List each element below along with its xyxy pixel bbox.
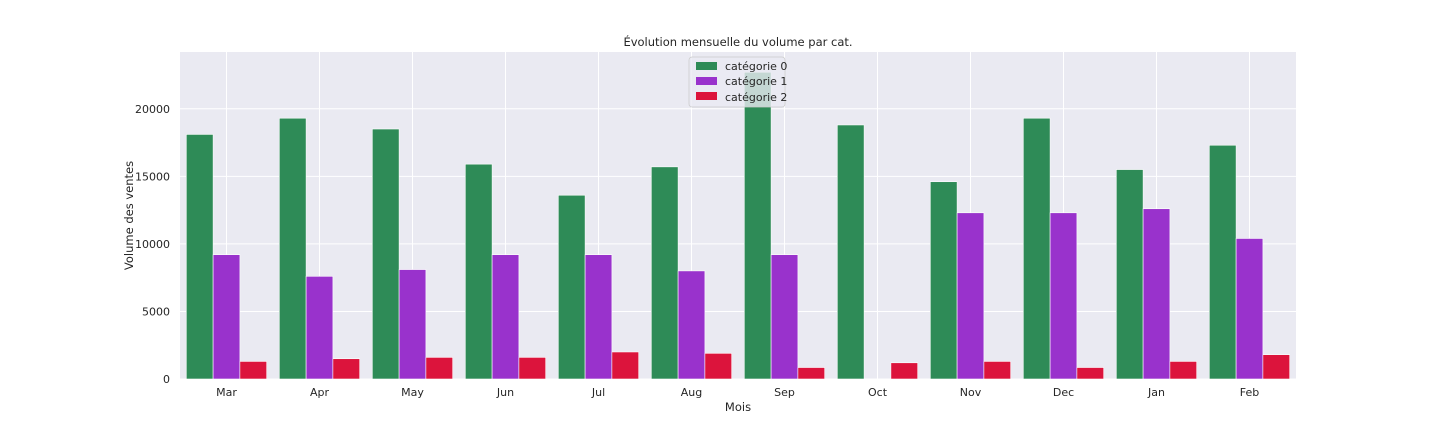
legend-label-2: catégorie 2 [725,91,787,104]
x-tick-label: Jan [1147,386,1165,399]
bar-series-0 [650,166,679,380]
x-tick-label: May [401,386,424,399]
x-axis-title: Mois [725,400,751,414]
bar-series-0 [929,181,958,380]
y-tick-label: 20000 [135,103,170,116]
bar-series-0 [186,134,214,380]
bar-series-2 [518,357,547,380]
x-tick-label: Jun [496,386,514,399]
legend-swatch-1 [696,77,717,85]
bar-series-0 [743,71,772,380]
x-tick-label: Jul [591,386,605,399]
bar-series-1 [677,270,706,380]
bar-series-1 [584,254,613,380]
bar-series-2 [332,358,360,380]
bar-series-1 [1142,208,1171,380]
bar-series-2 [611,351,640,380]
legend-label-1: catégorie 1 [725,75,787,88]
bar-series-2 [797,367,826,380]
bar-series-0 [1022,117,1051,380]
bar-series-2 [425,357,453,380]
bar-series-1 [1235,238,1264,380]
bar-series-2 [890,362,919,380]
bar-series-0 [464,163,493,380]
bar-series-1 [956,212,985,380]
x-tick-label: Aug [681,386,702,399]
y-tick-label: 0 [163,373,170,386]
bar-series-1 [1049,212,1078,380]
x-tick-label: Nov [960,386,982,399]
bar-series-1 [212,254,241,380]
legend-label-0: catégorie 0 [725,60,787,73]
bar-series-0 [836,124,865,380]
x-tick-label: Mar [216,386,237,399]
y-tick-label: 15000 [135,170,170,183]
bar-series-2 [983,361,1012,380]
legend-swatch-2 [696,92,717,100]
y-tick-labels: 0 5000 10000 15000 20000 [135,103,170,386]
legend-swatch-0 [696,62,717,70]
x-tick-labels: Mar Apr May Jun Jul Aug Sep Oct Nov Dec Jan Feb [216,386,1259,399]
x-tick-label: Feb [1240,386,1259,399]
bar-series-0 [278,117,307,380]
bar-series-2 [1076,367,1105,380]
x-tick-label: Apr [310,386,330,399]
bar-series-1 [305,276,334,380]
bar-series-0 [1116,169,1144,380]
bar-series-2 [1169,361,1198,380]
chart-title: Évolution mensuelle du volume par cat. [623,34,852,49]
y-tick-label: 5000 [142,305,170,318]
y-tick-label: 10000 [135,238,170,251]
y-axis-title: Volume des ventes [122,161,136,270]
x-tick-label: Sep [774,386,795,399]
bar-series-0 [371,128,400,380]
bar-series-1 [398,269,427,380]
bar-series-2 [239,361,267,380]
bar-series-1 [770,254,799,380]
bars [186,71,1291,380]
x-tick-label: Dec [1053,386,1074,399]
bar-series-2 [704,353,733,380]
bar-series-0 [557,194,586,380]
x-tick-label: Oct [868,386,888,399]
bar-series-0 [1209,144,1237,380]
bar-series-2 [1262,354,1291,380]
bar-series-1 [491,254,520,380]
legend: catégorie 0 catégorie 1 catégorie 2 [688,56,787,108]
